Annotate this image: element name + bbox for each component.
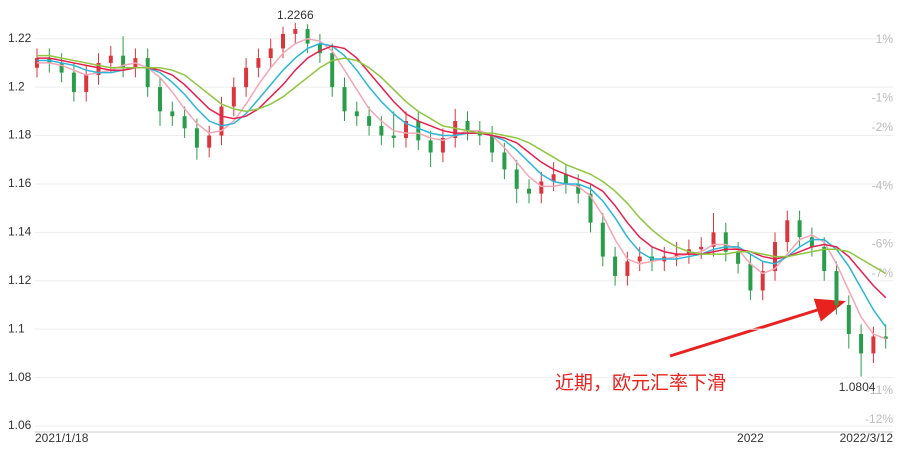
y2-tick-label: -11% bbox=[866, 383, 893, 397]
candle-body bbox=[59, 62, 64, 73]
candle-body bbox=[859, 334, 864, 354]
candle-body bbox=[404, 121, 408, 138]
candle-body bbox=[281, 33, 285, 49]
candle-body bbox=[514, 169, 519, 189]
candle-body bbox=[502, 152, 507, 170]
candle-body bbox=[268, 48, 273, 59]
candle-body bbox=[613, 256, 618, 276]
y2-tick-label: -6% bbox=[872, 237, 894, 251]
candle-body bbox=[699, 246, 704, 250]
y-tick-label: 1.1 bbox=[8, 321, 25, 335]
candle-body bbox=[576, 183, 581, 194]
candle-body bbox=[822, 246, 827, 272]
candle-body bbox=[96, 62, 101, 76]
y2-tick-label: -12% bbox=[865, 412, 893, 426]
candle-body bbox=[465, 121, 470, 131]
candle-body bbox=[871, 336, 876, 354]
candle-body bbox=[416, 121, 421, 141]
candle-body bbox=[539, 181, 544, 194]
candle-body bbox=[600, 222, 605, 257]
low-label: 1.0804 bbox=[839, 380, 876, 394]
candle-body bbox=[723, 232, 728, 252]
y-tick-label: 1.22 bbox=[8, 31, 32, 45]
y-tick-label: 1.12 bbox=[8, 273, 32, 287]
candle-body bbox=[194, 128, 199, 148]
candle-body bbox=[736, 251, 741, 264]
candle-body bbox=[305, 29, 310, 44]
y2-tick-label: 1% bbox=[876, 32, 894, 46]
candle-body bbox=[342, 87, 347, 112]
annotation: 近期，欧元汇率下滑 bbox=[555, 372, 726, 394]
y-tick-label: 1.08 bbox=[8, 370, 32, 384]
ma-line bbox=[37, 42, 887, 328]
candle-body bbox=[317, 43, 322, 54]
candle-body bbox=[145, 58, 150, 88]
candle-body bbox=[121, 55, 126, 68]
candle-body bbox=[391, 135, 396, 138]
candle-body bbox=[563, 174, 568, 184]
ma-line bbox=[37, 54, 887, 275]
candle-body bbox=[797, 220, 802, 238]
candle-body bbox=[625, 261, 630, 276]
candle-body bbox=[440, 137, 445, 153]
candle-body bbox=[588, 193, 593, 223]
candle-body bbox=[367, 116, 372, 126]
ma-line bbox=[37, 37, 886, 340]
candle-body bbox=[219, 106, 224, 136]
candle-body bbox=[354, 111, 359, 117]
y-tick-label: 1.14 bbox=[8, 225, 32, 239]
candle-body bbox=[834, 271, 839, 305]
candle-body bbox=[711, 232, 716, 247]
candle-body bbox=[330, 53, 335, 88]
y-tick-label: 1.06 bbox=[8, 418, 32, 432]
high-label: 1.2266 bbox=[277, 8, 314, 22]
candle-body bbox=[84, 75, 89, 92]
candle-body bbox=[256, 58, 261, 68]
x-tick-label: 2022/3/12 bbox=[840, 431, 894, 445]
candle-body bbox=[231, 87, 236, 107]
x-tick-label: 2021/1/18 bbox=[35, 431, 89, 445]
candle-body bbox=[379, 125, 384, 136]
candle-body bbox=[637, 256, 642, 262]
y2-tick-label: -4% bbox=[872, 178, 894, 192]
y-tick-label: 1.2 bbox=[8, 79, 25, 93]
ma-line bbox=[37, 45, 887, 299]
y2-tick-label: -1% bbox=[872, 91, 894, 105]
y2-tick-label: -7% bbox=[872, 266, 894, 280]
candle-body bbox=[207, 135, 212, 148]
candle-body bbox=[71, 72, 76, 92]
y2-tick-label: -2% bbox=[872, 120, 894, 134]
candle-body bbox=[748, 263, 753, 291]
candle-body bbox=[846, 304, 851, 335]
candle-body bbox=[551, 174, 556, 182]
x-tick-label: 2022 bbox=[737, 431, 764, 445]
candle-body bbox=[809, 237, 814, 247]
candle-body bbox=[244, 67, 249, 88]
candle-body bbox=[428, 140, 433, 153]
candle-body bbox=[490, 135, 495, 153]
candle-body bbox=[674, 254, 679, 257]
candle-body bbox=[760, 271, 765, 291]
y-tick-label: 1.18 bbox=[8, 128, 32, 142]
candle-body bbox=[170, 111, 175, 117]
candle-body bbox=[453, 121, 458, 138]
candle-body bbox=[527, 188, 531, 194]
candle-body bbox=[293, 29, 298, 34]
candle-body bbox=[883, 336, 888, 339]
y-tick-label: 1.16 bbox=[8, 176, 32, 190]
candle-body bbox=[108, 55, 113, 63]
candle-body bbox=[182, 116, 187, 129]
candle-body bbox=[785, 220, 790, 243]
candle-body bbox=[158, 87, 162, 112]
